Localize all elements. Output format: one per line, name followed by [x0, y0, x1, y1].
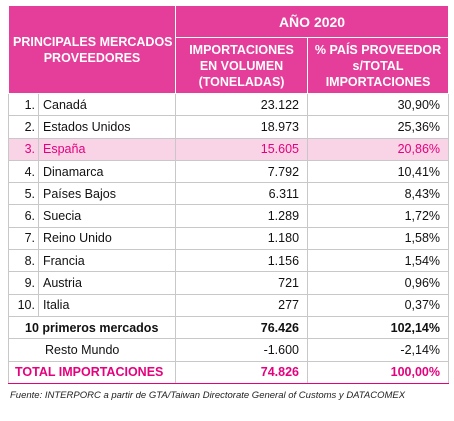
rank: 10. [8, 293, 39, 317]
header-line: IMPORTACIONES [189, 42, 294, 57]
volume: 7.792 [175, 159, 309, 184]
summary-label: Resto Mundo [7, 338, 177, 362]
rank: 7. [8, 226, 39, 251]
data-row: 1. Canadá 23.122 30,90% [8, 92, 450, 117]
percent: 1,72% [307, 204, 450, 228]
header-left: PRINCIPALES MERCADOS PROVEEDORES [7, 5, 177, 94]
header-line: (TONELADAS) [198, 74, 285, 89]
country: Italia [37, 293, 177, 317]
header-line: % PAÍS PROVEEDOR [314, 42, 442, 57]
country: España [37, 137, 177, 161]
country: Austria [37, 271, 177, 295]
data-row: 10. Italia 277 0,37% [8, 293, 450, 317]
header-volume: IMPORTACIONES EN VOLUMEN (TONELADAS) [175, 37, 309, 94]
percent: -2,14% [307, 338, 450, 362]
summary-row: Resto Mundo -1.600 -2,14% [7, 338, 450, 362]
table-wrap: PRINCIPALES MERCADOS PROVEEDORES AÑO 2020… [7, 5, 450, 384]
data-row: 5. Países Bajos 6.311 8,43% [8, 182, 450, 206]
rank: 5. [8, 182, 39, 206]
percent: 10,41% [307, 159, 450, 184]
header-line: EN VOLUMEN [199, 58, 284, 73]
total-row: TOTAL IMPORTACIONES 74.826 100,00% [7, 360, 450, 384]
percent: 25,36% [307, 115, 450, 139]
country: Canadá [37, 92, 177, 117]
header-year: AÑO 2020 [175, 5, 450, 38]
country: Francia [37, 249, 177, 273]
percent: 0,96% [307, 271, 450, 295]
data-row: 7. Reino Unido 1.180 1,58% [8, 226, 450, 251]
country: Estados Unidos [37, 115, 177, 139]
summary-row: 10 primeros mercados 76.426 102,14% [7, 315, 450, 340]
volume: 721 [175, 271, 309, 295]
rank: 9. [8, 271, 39, 295]
country: Suecia [37, 204, 177, 228]
header-row: PRINCIPALES MERCADOS PROVEEDORES AÑO 2020 [7, 5, 450, 94]
rank: 3. [8, 137, 39, 161]
percent: 8,43% [307, 182, 450, 206]
rank: 4. [8, 159, 39, 184]
volume: 1.289 [175, 204, 309, 228]
header-line: PRINCIPALES MERCADOS [13, 34, 173, 49]
data-row: 4. Dinamarca 7.792 10,41% [8, 159, 450, 184]
volume: 23.122 [175, 92, 309, 117]
percent: 1,54% [307, 249, 450, 273]
country: Países Bajos [37, 182, 177, 206]
volume: 1.180 [175, 226, 309, 251]
data-row: 8. Francia 1.156 1,54% [8, 249, 450, 273]
rank: 1. [8, 92, 39, 117]
country: Dinamarca [37, 159, 177, 184]
header-percent: % PAÍS PROVEEDOR s/TOTAL IMPORTACIONES [307, 37, 450, 94]
total-label: TOTAL IMPORTACIONES [7, 360, 177, 384]
percent: 20,86% [307, 137, 450, 161]
volume: 15.605 [175, 137, 309, 161]
table-body: PRINCIPALES MERCADOS PROVEEDORES AÑO 2020… [7, 5, 450, 384]
percent: 1,58% [307, 226, 450, 251]
percent: 30,90% [307, 92, 450, 117]
volume: 6.311 [175, 182, 309, 206]
data-row: 9. Austria 721 0,96% [8, 271, 450, 295]
summary-label: 10 primeros mercados [7, 315, 177, 340]
header-line: s/TOTAL [352, 58, 404, 73]
percent: 102,14% [307, 315, 450, 340]
source-note: Fuente: INTERPORC a partir de GTA/Taiwan… [10, 390, 406, 401]
volume: 76.426 [175, 315, 309, 340]
rank: 6. [8, 204, 39, 228]
imports-table: PRINCIPALES MERCADOS PROVEEDORES AÑO 2020… [7, 5, 450, 384]
data-row: 2. Estados Unidos 18.973 25,36% [8, 115, 450, 139]
percent: 0,37% [307, 293, 450, 317]
percent: 100,00% [307, 360, 450, 384]
data-row: 6. Suecia 1.289 1,72% [8, 204, 450, 228]
volume: -1.600 [175, 338, 309, 362]
data-row: 3. España 15.605 20,86% [8, 137, 450, 161]
volume: 1.156 [175, 249, 309, 273]
header-line: IMPORTACIONES [325, 74, 431, 89]
volume: 18.973 [175, 115, 309, 139]
volume: 74.826 [175, 360, 309, 384]
header-row: IMPORTACIONES EN VOLUMEN (TONELADAS) % PAÍ… [9, 37, 450, 94]
country: Reino Unido [37, 226, 177, 251]
header-line: PROVEEDORES [43, 50, 141, 65]
rank: 8. [8, 249, 39, 273]
volume: 277 [175, 293, 309, 317]
rank: 2. [8, 115, 39, 139]
